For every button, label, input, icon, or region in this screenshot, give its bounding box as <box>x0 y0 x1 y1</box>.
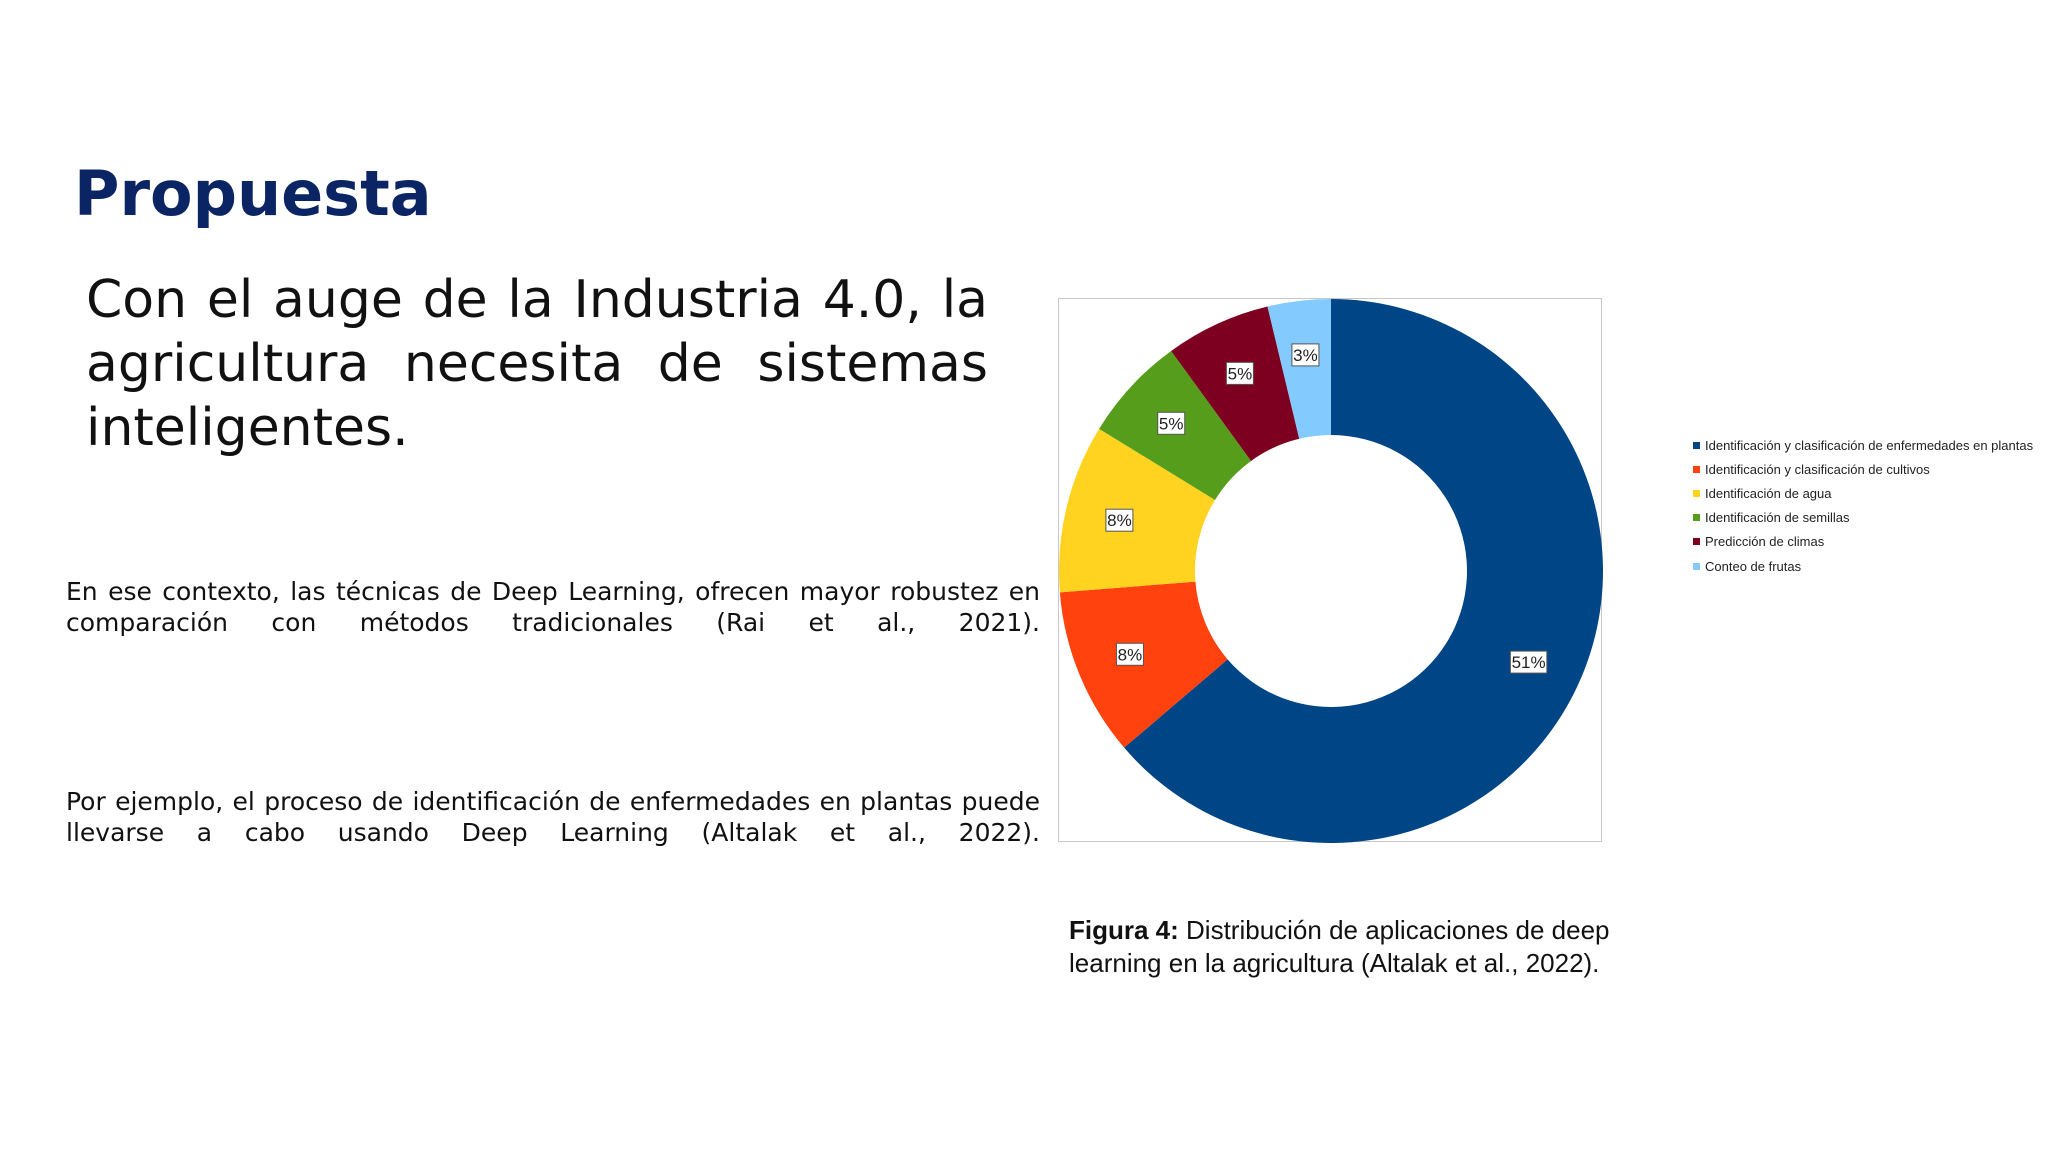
svg-text:5%: 5% <box>1228 364 1253 383</box>
legend-item: Identificación de agua <box>1693 481 2048 505</box>
legend-swatch <box>1693 441 1700 449</box>
donut-slice-label: 5% <box>1157 411 1186 435</box>
legend-item: Identificación de semillas <box>1693 506 2048 530</box>
donut-slice <box>1059 428 1216 593</box>
svg-text:8%: 8% <box>1118 645 1143 664</box>
headline-text: Con el auge de la Industria 4.0, la agri… <box>86 270 988 458</box>
donut-slice-label: 5% <box>1225 361 1254 385</box>
svg-text:3%: 3% <box>1293 346 1318 365</box>
donut-slice-label: 51% <box>1509 650 1548 674</box>
donut-chart-svg: 51% 8% 8% 5% 5% 3% <box>1059 299 1603 843</box>
example-paragraph: Por ejemplo, el proceso de identificació… <box>66 787 1040 847</box>
donut-slice <box>1124 299 1603 843</box>
donut-chart: 51% 8% 8% 5% 5% 3% <box>1058 298 1603 843</box>
legend-item: Identificación y clasificación de enferm… <box>1693 433 2048 457</box>
figure-caption-text: Distribución de aplicaciones de deep lea… <box>1069 915 1610 978</box>
slide-title: Propuesta <box>74 157 432 230</box>
legend-item: Conteo de frutas <box>1693 554 2048 578</box>
figure-caption-label: Figura 4: <box>1069 915 1179 945</box>
donut-slice-label: 8% <box>1115 642 1144 666</box>
legend-swatch <box>1693 538 1700 546</box>
svg-text:8%: 8% <box>1107 511 1132 530</box>
svg-text:51%: 51% <box>1512 653 1546 672</box>
donut-slice-label: 3% <box>1291 343 1320 367</box>
figure-caption: Figura 4: Distribución de aplicaciones d… <box>1069 914 1689 980</box>
legend-item: Predicción de climas <box>1693 530 2048 554</box>
legend-label: Identificación de semillas <box>1705 510 1850 526</box>
svg-text:5%: 5% <box>1159 414 1184 433</box>
legend-swatch <box>1693 489 1700 497</box>
legend-swatch <box>1693 514 1700 522</box>
legend-label: Identificación de agua <box>1705 485 1832 501</box>
legend-swatch <box>1693 465 1700 473</box>
legend-label: Identificación y clasificación de cultiv… <box>1705 461 1930 477</box>
donut-slice-label: 8% <box>1105 508 1134 532</box>
donut-slice <box>1267 299 1331 439</box>
legend-swatch <box>1693 562 1700 570</box>
legend-label: Identificación y clasificación de enferm… <box>1705 437 2034 453</box>
legend-label: Predicción de climas <box>1705 534 1825 550</box>
legend-item: Identificación y clasificación de cultiv… <box>1693 457 2048 481</box>
context-paragraph: En ese contexto, las técnicas de Deep Le… <box>66 577 1040 637</box>
legend-label: Conteo de frutas <box>1705 558 1802 574</box>
chart-legend: Identificación y clasificación de enferm… <box>1693 433 2048 578</box>
